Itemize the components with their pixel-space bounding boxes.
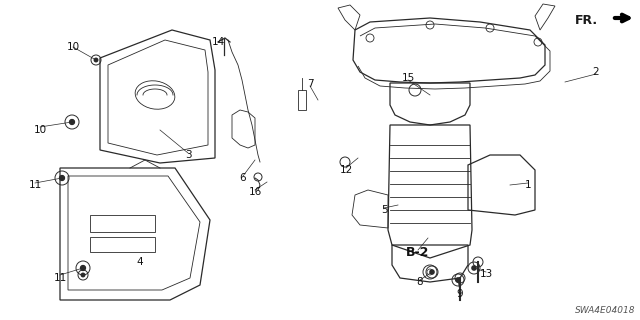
Bar — [90, 237, 155, 252]
Text: 8: 8 — [417, 277, 423, 287]
Circle shape — [456, 278, 460, 282]
Text: 11: 11 — [53, 273, 67, 283]
Text: 9: 9 — [457, 289, 463, 299]
Text: 11: 11 — [28, 180, 42, 190]
Circle shape — [81, 266, 86, 270]
Text: 12: 12 — [339, 165, 353, 175]
Text: 16: 16 — [248, 187, 262, 197]
Text: 1: 1 — [525, 180, 531, 190]
Text: 14: 14 — [211, 37, 225, 47]
Text: 3: 3 — [185, 150, 191, 160]
Circle shape — [472, 266, 476, 270]
Text: FR.: FR. — [575, 14, 598, 27]
Circle shape — [70, 120, 74, 124]
Text: 5: 5 — [381, 205, 387, 215]
Text: SWA4E04018: SWA4E04018 — [575, 306, 635, 315]
Text: 15: 15 — [401, 73, 415, 83]
Text: 7: 7 — [307, 79, 314, 89]
Text: 4: 4 — [137, 257, 143, 267]
Bar — [90, 215, 155, 232]
Text: 6: 6 — [240, 173, 246, 183]
Text: 2: 2 — [593, 67, 599, 77]
Text: 10: 10 — [67, 42, 79, 52]
Circle shape — [60, 176, 65, 180]
Bar — [298, 90, 306, 110]
Text: 10: 10 — [33, 125, 47, 135]
Circle shape — [430, 270, 434, 274]
Circle shape — [81, 273, 84, 277]
Circle shape — [94, 58, 98, 62]
Text: B-2: B-2 — [406, 245, 429, 259]
Text: 13: 13 — [479, 269, 493, 279]
